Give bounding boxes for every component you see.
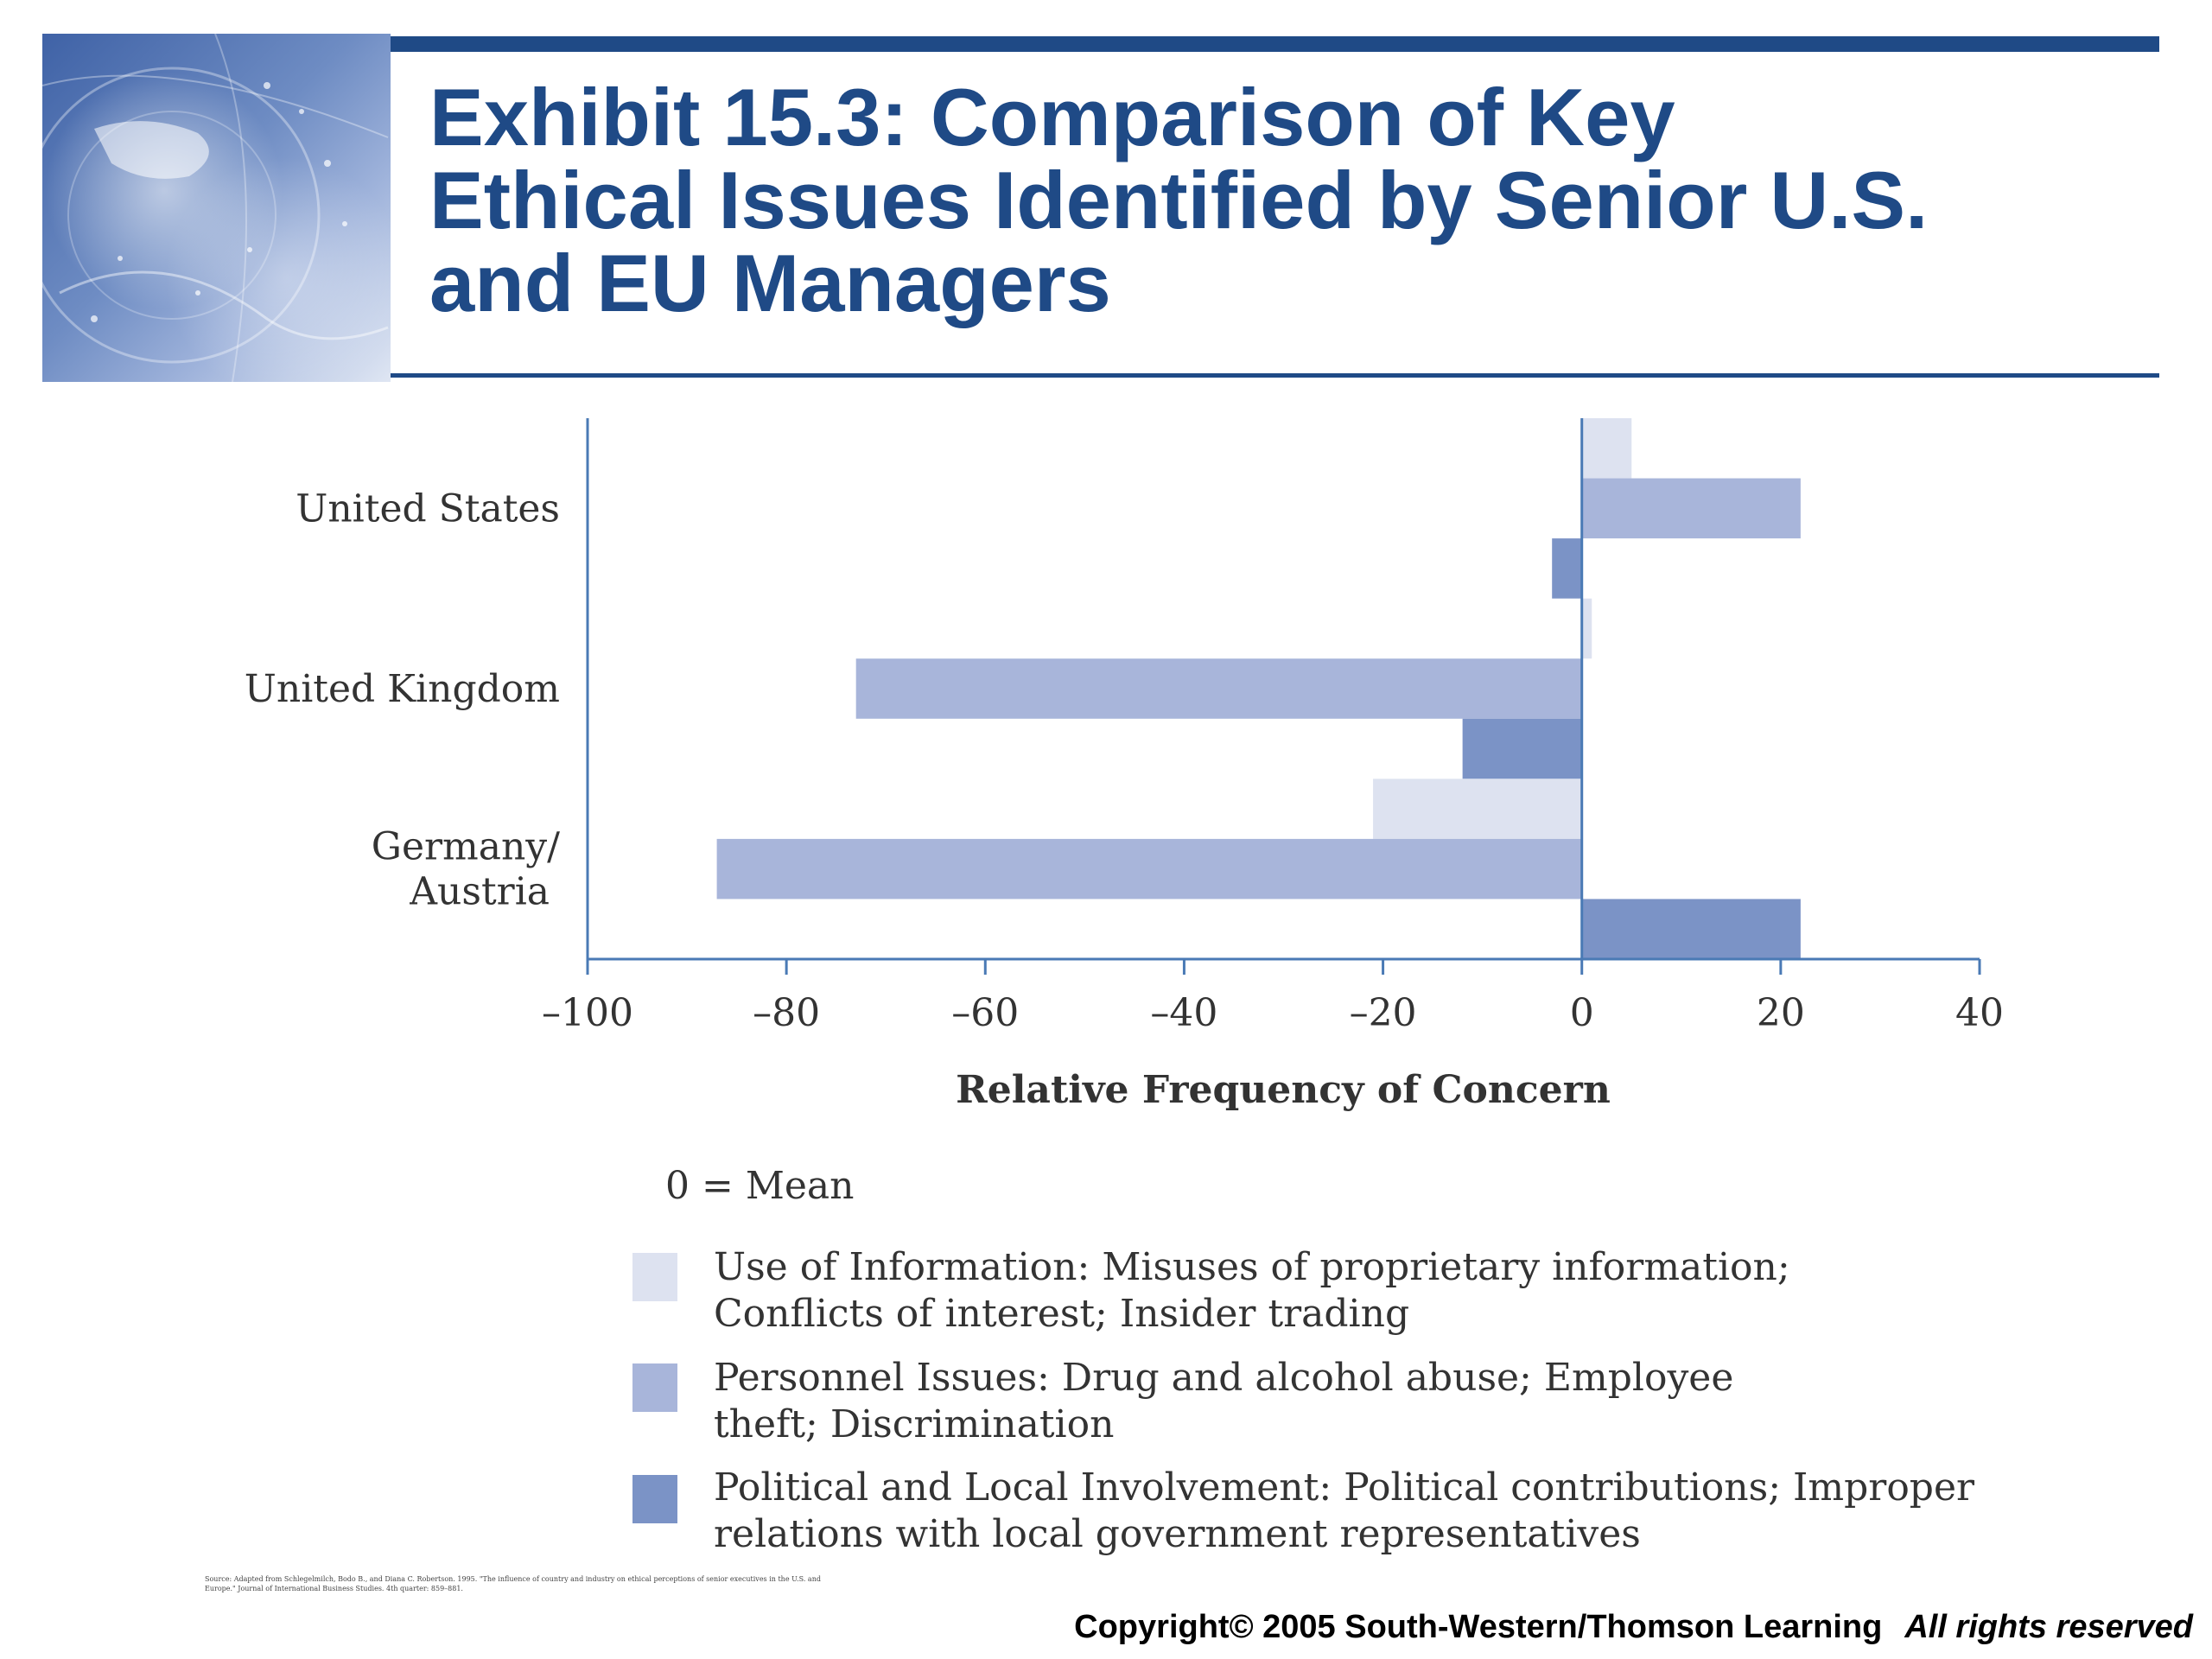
legend-swatch [632, 1253, 677, 1301]
bar-political-involvement [1552, 538, 1582, 599]
copyright-text: Copyright© 2005 South-Western/Thomson Le… [1074, 1609, 1883, 1645]
copyright-notice: Copyright© 2005 South-Western/Thomson Le… [1074, 1609, 2193, 1646]
category-label: United States [296, 486, 560, 531]
bar-political-involvement [1581, 899, 1801, 959]
x-tick-label: 20 [1757, 991, 1805, 1035]
rights-text: All rights reserved [1904, 1609, 2193, 1645]
mean-note: 0 = Mean [665, 1164, 855, 1208]
title-line: Exhibit 15.3: Comparison of Key [429, 72, 1675, 162]
bar-political-involvement [1462, 718, 1582, 779]
category-label: Germany/Austria [372, 825, 560, 914]
x-tick-label: –20 [1350, 991, 1417, 1035]
x-axis-title: Relative Frequency of Concern [956, 1068, 1611, 1112]
x-tick-label: –40 [1150, 991, 1217, 1035]
x-tick-label: 40 [1955, 991, 2004, 1035]
x-tick-label: 0 [1570, 991, 1594, 1035]
legend-label: Personnel Issues: Drug and alcohol abuse… [714, 1356, 1734, 1446]
legend-label: Use of Information: Misuses of proprieta… [714, 1245, 1790, 1336]
bar-personnel-issues [716, 838, 1582, 899]
legend-swatch [632, 1475, 677, 1523]
bar-use-of-information [1581, 598, 1592, 659]
category-label: United Kingdom [245, 667, 560, 711]
title-line: Ethical Issues Identified by Senior U.S. [429, 155, 1929, 245]
x-tick-label: –80 [753, 991, 820, 1035]
header-top-rule [391, 36, 2159, 52]
bar-personnel-issues [1581, 478, 1801, 539]
bar-use-of-information [1581, 418, 1632, 479]
x-tick-label: –60 [951, 991, 1019, 1035]
legend-swatch [632, 1363, 677, 1412]
source-note: Source: Adapted from Schlegelmilch, Bodo… [205, 1575, 821, 1592]
title-line: and EU Managers [429, 238, 1111, 328]
page-title: Exhibit 15.3: Comparison of Key Ethical … [429, 76, 2175, 325]
header-globe-image [42, 34, 391, 382]
legend-label: Political and Local Involvement: Politic… [714, 1465, 1975, 1556]
bar-personnel-issues [855, 658, 1582, 719]
x-tick-label: –100 [542, 991, 633, 1035]
bar-use-of-information [1373, 779, 1582, 839]
header-bottom-rule [391, 373, 2159, 378]
